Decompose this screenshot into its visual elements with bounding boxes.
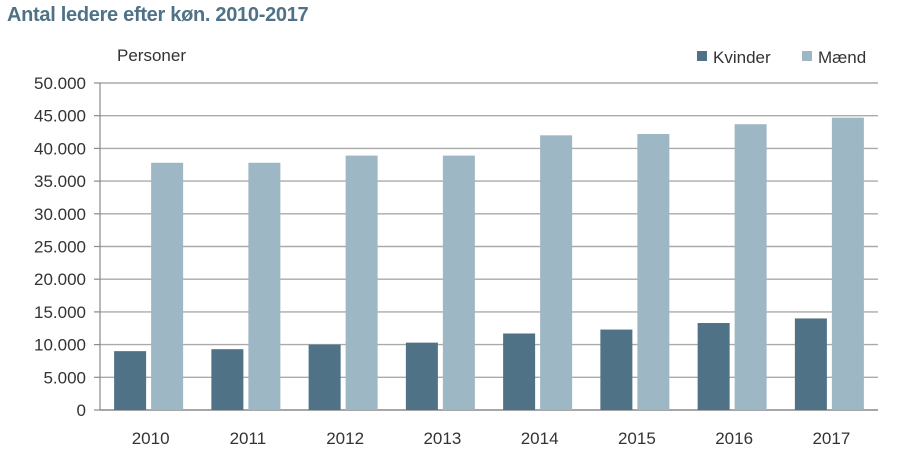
bar-kvinder-2013 xyxy=(405,342,438,410)
legend-label-kvinder: Kvinder xyxy=(713,48,771,67)
y-axis-unit-label: Personer xyxy=(117,46,186,65)
bar-kvinder-2015 xyxy=(600,329,633,410)
bar-mænd-2012 xyxy=(345,155,378,410)
legend-swatch-kvinder xyxy=(697,51,707,61)
y-tick-label: 25.000 xyxy=(34,238,86,257)
bar-kvinder-2017 xyxy=(794,318,827,410)
bar-kvinder-2016 xyxy=(697,323,730,410)
x-tick-label: 2014 xyxy=(521,429,559,448)
x-tick-label: 2015 xyxy=(618,429,656,448)
x-tick-label: 2013 xyxy=(423,429,461,448)
y-tick-label: 20.000 xyxy=(34,270,86,289)
bar-kvinder-2011 xyxy=(211,349,244,410)
x-tick-label: 2016 xyxy=(715,429,753,448)
y-tick-label: 35.000 xyxy=(34,172,86,191)
y-tick-label: 30.000 xyxy=(34,205,86,224)
bar-mænd-2014 xyxy=(540,135,573,410)
bar-mænd-2015 xyxy=(637,134,670,410)
bar-mænd-2017 xyxy=(831,117,864,411)
bars xyxy=(114,117,864,411)
bar-mænd-2010 xyxy=(151,162,184,410)
legend-label-mænd: Mænd xyxy=(818,48,866,67)
y-tick-label: 50.000 xyxy=(34,74,86,93)
y-axis: 0 5.000 10.000 15.000 20.000 25.000 30.000 35.0… xyxy=(34,74,101,420)
x-tick-label: 2011 xyxy=(230,429,267,448)
x-tick-label: 2012 xyxy=(326,429,364,448)
bar-mænd-2016 xyxy=(734,124,767,411)
x-tick-label: 2017 xyxy=(812,429,850,448)
legend-swatch-mænd xyxy=(802,51,812,61)
bar-kvinder-2012 xyxy=(308,344,341,410)
y-tick-label: 0 xyxy=(77,401,86,420)
y-tick-label: 15.000 xyxy=(34,303,86,322)
x-axis: 2010 2011 2012 2013 2014 2015 2016 2017 xyxy=(132,429,851,448)
x-tick-label: 2010 xyxy=(132,429,170,448)
y-tick-label: 10.000 xyxy=(34,336,86,355)
bar-kvinder-2014 xyxy=(503,333,536,410)
chart-title: Antal ledere efter køn. 2010-2017 xyxy=(7,4,309,26)
legend: Kvinder Mænd xyxy=(697,48,866,67)
bar-mænd-2011 xyxy=(248,162,281,410)
y-tick-label: 5.000 xyxy=(43,368,86,387)
y-tick-label: 45.000 xyxy=(34,107,86,126)
y-tick-label: 40.000 xyxy=(34,139,86,158)
bar-kvinder-2010 xyxy=(114,351,147,410)
bar-mænd-2013 xyxy=(442,155,475,410)
